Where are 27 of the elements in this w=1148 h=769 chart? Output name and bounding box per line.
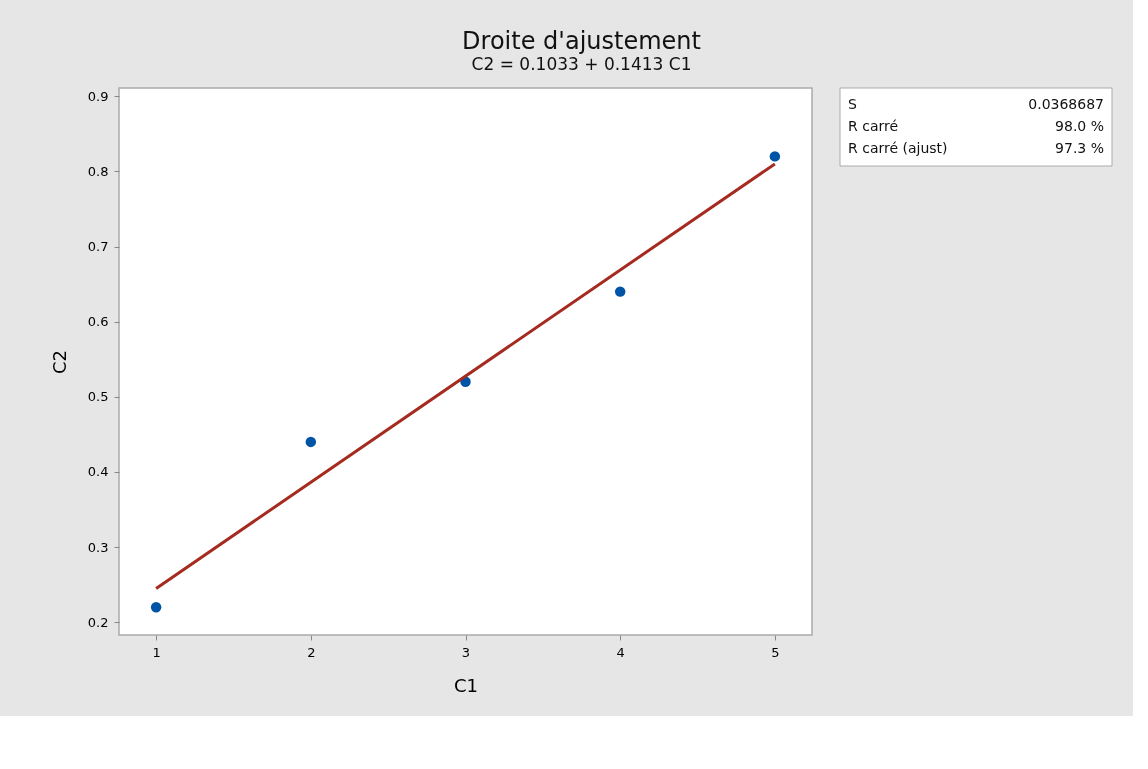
y-axis-title: C2 bbox=[48, 349, 70, 375]
point bbox=[614, 286, 626, 297]
y-tick-label: 0.4 bbox=[87, 464, 109, 480]
point bbox=[305, 436, 317, 448]
x-tick-label: 3 bbox=[461, 644, 471, 660]
text: 98.0 % bbox=[1055, 118, 1104, 134]
y-tick-label: 0.6 bbox=[87, 314, 109, 330]
text: 0.0368687 bbox=[1028, 96, 1104, 112]
text: R carré (ajust) bbox=[848, 140, 948, 156]
x-axis-title: C1 bbox=[453, 674, 479, 696]
y-tick-label: 0.7 bbox=[87, 239, 109, 255]
point bbox=[150, 601, 162, 613]
y-tick-label: 0.9 bbox=[87, 88, 109, 104]
y-tick-label: 0.2 bbox=[87, 614, 109, 630]
text: R carré bbox=[848, 118, 899, 134]
x-tick-label: 2 bbox=[307, 644, 316, 660]
x-tick-label: 5 bbox=[771, 644, 780, 660]
y-tick-label: 0.3 bbox=[87, 539, 109, 555]
y-tick-label: 0.8 bbox=[87, 163, 109, 179]
text: 97.3 % bbox=[1055, 140, 1104, 156]
chart-title: Droite d'ajustement bbox=[462, 27, 701, 56]
y-tick-label: 0.5 bbox=[87, 389, 109, 405]
x-tick-label: 4 bbox=[616, 644, 625, 660]
x-tick-label: 1 bbox=[152, 644, 161, 660]
text: S bbox=[848, 96, 857, 112]
point bbox=[769, 151, 781, 162]
chart-subtitle: C2 = 0.1033 + 0.1413 C1 bbox=[471, 54, 692, 75]
